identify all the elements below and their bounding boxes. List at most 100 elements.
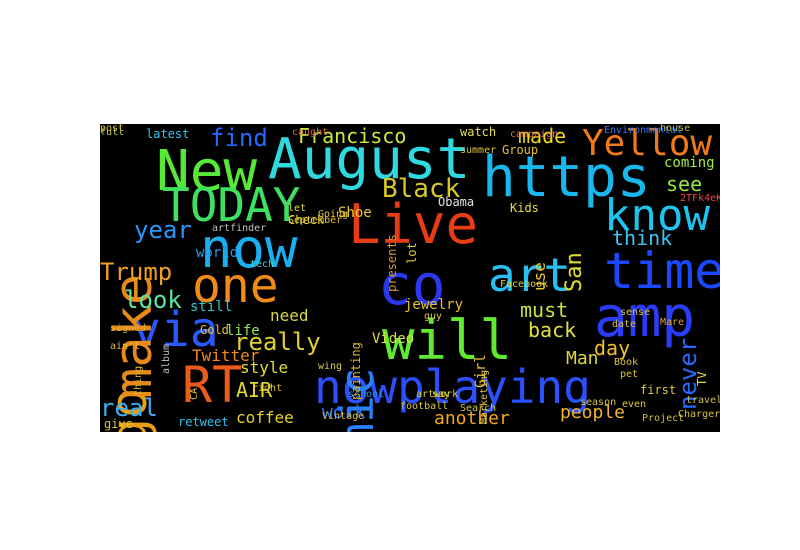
word-via: via	[132, 302, 219, 358]
word-latest: latest	[146, 127, 190, 141]
word-retweet: retweet	[178, 415, 229, 429]
word-campaign: campaign	[510, 129, 559, 140]
word-sense: sense	[620, 307, 651, 318]
word-life: life	[226, 323, 260, 339]
word-another: another	[434, 408, 510, 429]
word-ain-t: ain't	[110, 341, 141, 352]
word-world: world	[196, 245, 239, 261]
word-august: August	[268, 127, 471, 192]
word-lot: lot	[405, 242, 419, 264]
word-wing: wing	[318, 361, 343, 372]
word-shoe: Shoe	[338, 205, 372, 221]
word-look: look	[124, 286, 182, 314]
word-right: right	[252, 383, 283, 394]
word-let: let	[288, 203, 307, 214]
word-today: TODAY	[162, 178, 301, 232]
word-caught: caught	[292, 127, 329, 138]
word-obama: Obama	[438, 195, 475, 209]
word-coming: coming	[664, 155, 715, 171]
word-2tfk4ekj5b: 2TFk4eKj5b	[680, 193, 720, 204]
word-air: AIR	[236, 378, 273, 402]
word-twitter: Twitter	[192, 346, 260, 365]
word-jewelry: jewelry	[404, 297, 464, 313]
word-day: day	[594, 336, 631, 360]
word-vintage: Vintage	[322, 411, 365, 422]
word-football: football	[400, 401, 449, 412]
word-coffee: coffee	[236, 408, 294, 427]
word-think: think	[612, 226, 673, 250]
word-ca: CA	[189, 387, 200, 400]
word-kids: Kids	[510, 201, 539, 215]
word-rt: RT	[182, 356, 243, 414]
word-marketing: Marketing	[479, 369, 490, 424]
word-say: say	[432, 389, 451, 400]
word-environmental: Environmental	[604, 125, 683, 136]
word-see: see	[666, 172, 703, 196]
word-real: real	[100, 394, 158, 422]
word-work: work	[322, 402, 366, 423]
word-summer: summer	[460, 145, 497, 156]
word-video: Video	[372, 331, 415, 347]
word-now: now	[200, 217, 298, 280]
word-san: San	[562, 252, 587, 292]
word-going: Going	[318, 209, 349, 220]
word-find: find	[210, 124, 268, 152]
word-project: Project	[642, 413, 685, 424]
word-nowplaying: nowplaying	[314, 360, 591, 414]
word-artfinder: artfinder	[212, 223, 267, 234]
word-artwork: artwork	[416, 389, 459, 400]
word-chargers: Chargers	[678, 409, 720, 420]
word-album: album	[161, 343, 172, 374]
word-guy: guy	[424, 311, 443, 322]
word-one: one	[192, 258, 279, 314]
word-year: year	[134, 216, 192, 244]
word-september: September	[288, 215, 343, 226]
word-really: really	[234, 328, 321, 356]
word-know: know	[604, 190, 710, 241]
word-https: https	[482, 145, 651, 210]
word-full: full	[100, 127, 125, 138]
word-travel: travel	[686, 395, 720, 406]
word-tv: TV	[695, 371, 709, 386]
word-give: give	[104, 417, 133, 431]
word-tech: tech	[250, 259, 275, 270]
word-trump: Trump	[100, 258, 173, 286]
word-season: season	[580, 397, 617, 408]
word-francisco: Francisco	[298, 124, 407, 148]
word-pet: pet	[620, 369, 639, 380]
word-post: post	[100, 124, 125, 134]
word-check: Check	[288, 213, 325, 227]
word-even: even	[622, 399, 647, 410]
word-new: New	[156, 139, 258, 204]
word-gold: Gold	[200, 323, 229, 337]
word-live: Live	[348, 193, 479, 256]
word-watch: watch	[460, 125, 497, 139]
word-need: need	[270, 306, 309, 325]
word-book: Book	[614, 357, 639, 368]
word-school: school	[348, 389, 385, 400]
word-date: date	[612, 319, 637, 330]
word-house: house	[660, 124, 691, 134]
word-back: back	[528, 318, 577, 342]
word-people: people	[560, 402, 626, 423]
word-search: Search	[460, 403, 497, 414]
word-still: still	[190, 299, 233, 315]
word-must: must	[520, 298, 569, 322]
word-made: made	[518, 124, 567, 148]
word-presents: presents	[385, 234, 399, 292]
word-thing: thing	[133, 365, 144, 396]
word-man: Man	[566, 348, 599, 369]
word-art: art	[488, 248, 572, 302]
word-will: will	[382, 309, 513, 372]
word-style: style	[240, 358, 289, 377]
word-time: time	[604, 242, 720, 300]
word-mare: Mare	[660, 317, 685, 328]
word-amp: amp	[594, 285, 696, 350]
word-black: Black	[382, 174, 461, 204]
word-group: Group	[502, 143, 539, 157]
word-co: co	[378, 253, 446, 318]
word-facebook: Facebook	[500, 279, 549, 290]
word-first: first	[640, 383, 677, 397]
word-cloud: nowplaying https August time New TODAY now Live…	[100, 124, 720, 432]
word-signed: signed	[110, 323, 147, 334]
